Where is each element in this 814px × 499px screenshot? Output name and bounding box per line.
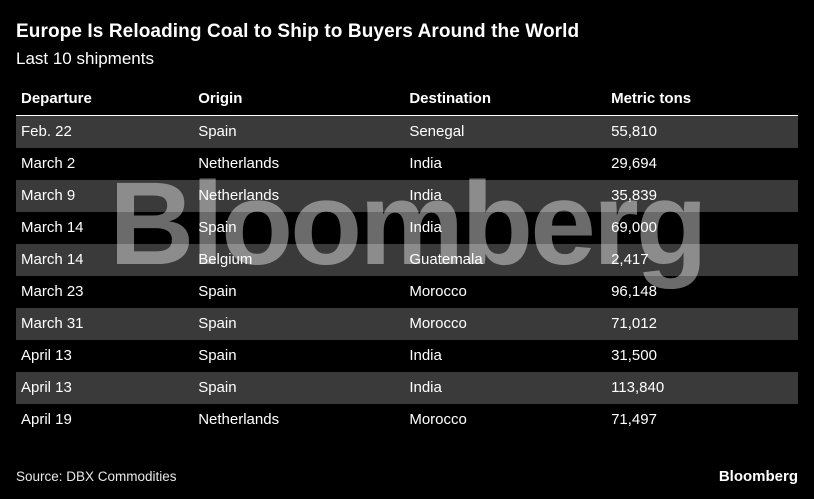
cell-origin: Belgium [198, 251, 253, 268]
cell-origin: Spain [198, 283, 237, 300]
cell-origin: Spain [198, 347, 237, 364]
cell-departure: March 14 [21, 251, 84, 268]
cell-departure: March 23 [21, 283, 84, 300]
cell-metric-tons: 71,497 [611, 411, 657, 428]
table-row: March 2 Netherlands India 29,694 [16, 148, 798, 180]
table-row: March 23 Spain Morocco 96,148 [16, 276, 798, 308]
cell-destination: Guatemala [409, 251, 483, 268]
cell-metric-tons: 96,148 [611, 283, 657, 300]
table-row: April 13 Spain India 31,500 [16, 340, 798, 372]
cell-destination: Morocco [409, 411, 467, 428]
cell-origin: Netherlands [198, 411, 280, 428]
cell-departure: March 31 [21, 315, 84, 332]
column-header-origin: Origin [198, 90, 243, 107]
cell-destination: Morocco [409, 315, 467, 332]
cell-origin: Netherlands [198, 187, 280, 204]
cell-origin: Spain [198, 315, 237, 332]
cell-departure: March 14 [21, 219, 84, 236]
cell-metric-tons: 69,000 [611, 219, 657, 236]
bloomberg-logo: Bloomberg [718, 468, 798, 485]
cell-destination: India [409, 379, 442, 396]
cell-destination: India [409, 155, 442, 172]
cell-origin: Spain [198, 379, 237, 396]
cell-departure: March 9 [21, 187, 76, 204]
table-row: March 31 Spain Morocco 71,012 [16, 308, 798, 340]
shipments-table: Departure Origin Destination Metric tons… [16, 83, 798, 436]
table-row: March 14 Belgium Guatemala 2,417 [16, 244, 798, 276]
table-header-row: Departure Origin Destination Metric tons [16, 83, 798, 116]
cell-metric-tons: 35,839 [611, 187, 657, 204]
cell-destination: India [409, 347, 442, 364]
cell-origin: Spain [198, 123, 237, 140]
cell-departure: April 13 [21, 347, 72, 364]
source-note: Source: DBX Commodities [16, 469, 177, 484]
column-header-metric-tons: Metric tons [611, 90, 692, 107]
cell-origin: Netherlands [198, 155, 280, 172]
cell-metric-tons: 31,500 [611, 347, 657, 364]
chart-title: Europe Is Reloading Coal to Ship to Buye… [16, 21, 580, 42]
table-row: Feb. 22 Spain Senegal 55,810 [16, 116, 798, 148]
cell-departure: Feb. 22 [21, 123, 72, 140]
cell-metric-tons: 55,810 [611, 123, 657, 140]
chart-subtitle: Last 10 shipments [16, 49, 154, 68]
cell-metric-tons: 2,417 [611, 251, 649, 268]
cell-destination: India [409, 187, 442, 204]
table-row: April 19 Netherlands Morocco 71,497 [16, 404, 798, 436]
cell-metric-tons: 29,694 [611, 155, 657, 172]
table-row: March 9 Netherlands India 35,839 [16, 180, 798, 212]
cell-departure: March 2 [21, 155, 76, 172]
cell-destination: Morocco [409, 283, 467, 300]
cell-metric-tons: 113,840 [611, 379, 665, 396]
cell-origin: Spain [198, 219, 237, 236]
cell-destination: India [409, 219, 442, 236]
table-row: April 13 Spain India 113,840 [16, 372, 798, 404]
cell-destination: Senegal [409, 123, 465, 140]
column-header-departure: Departure [21, 90, 92, 107]
cell-departure: April 13 [21, 379, 72, 396]
column-header-destination: Destination [409, 90, 492, 107]
cell-metric-tons: 71,012 [611, 315, 657, 332]
table-row: March 14 Spain India 69,000 [16, 212, 798, 244]
cell-departure: April 19 [21, 411, 72, 428]
chart-footer: Source: DBX Commodities Bloomberg [16, 468, 798, 485]
